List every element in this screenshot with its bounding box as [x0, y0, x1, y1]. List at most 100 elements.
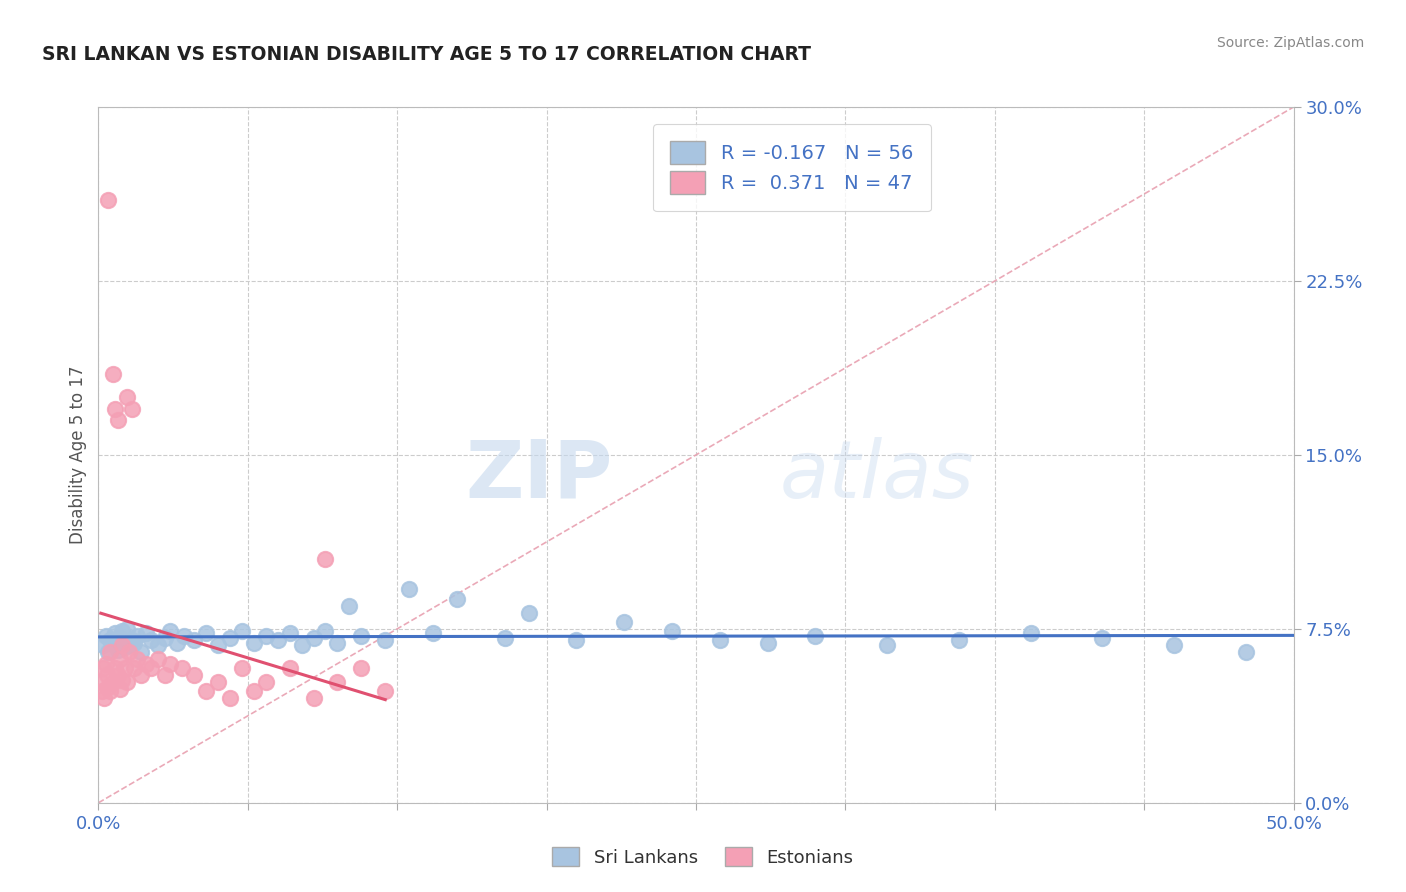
- Point: [172, 661, 194, 675]
- Point: [278, 626, 301, 640]
- Point: [124, 661, 146, 675]
- Point: [131, 668, 153, 682]
- Point: [125, 629, 148, 643]
- Point: [494, 631, 516, 645]
- Point: [219, 691, 242, 706]
- Point: [101, 675, 124, 690]
- Point: [107, 413, 129, 427]
- Point: [121, 401, 143, 416]
- Point: [91, 638, 114, 652]
- Text: atlas: atlas: [779, 437, 974, 515]
- Point: [124, 636, 146, 650]
- Point: [1091, 631, 1114, 645]
- Point: [148, 638, 170, 652]
- Point: [183, 668, 205, 682]
- Point: [101, 636, 124, 650]
- Point: [315, 552, 337, 566]
- Point: [104, 626, 127, 640]
- Point: [374, 684, 396, 698]
- Legend: R = -0.167   N = 56, R =  0.371   N = 47: R = -0.167 N = 56, R = 0.371 N = 47: [652, 124, 931, 211]
- Point: [115, 675, 138, 690]
- Point: [267, 633, 290, 648]
- Point: [97, 193, 120, 207]
- Point: [326, 675, 349, 690]
- Point: [422, 626, 444, 640]
- Point: [1163, 638, 1185, 652]
- Point: [446, 591, 468, 606]
- Legend: Sri Lankans, Estonians: Sri Lankans, Estonians: [546, 840, 860, 874]
- Point: [876, 638, 898, 652]
- Text: SRI LANKAN VS ESTONIAN DISABILITY AGE 5 TO 17 CORRELATION CHART: SRI LANKAN VS ESTONIAN DISABILITY AGE 5 …: [42, 45, 811, 63]
- Point: [125, 652, 148, 666]
- Point: [374, 633, 396, 648]
- Point: [90, 675, 112, 690]
- Point: [219, 631, 242, 645]
- Point: [350, 661, 373, 675]
- Point: [114, 640, 136, 655]
- Point: [517, 606, 540, 620]
- Point: [1019, 626, 1042, 640]
- Point: [350, 629, 373, 643]
- Point: [111, 673, 134, 687]
- Point: [709, 633, 731, 648]
- Point: [565, 633, 588, 648]
- Point: [302, 631, 325, 645]
- Point: [756, 636, 779, 650]
- Point: [183, 633, 205, 648]
- Point: [291, 638, 314, 652]
- Point: [107, 642, 129, 657]
- Point: [139, 633, 162, 648]
- Point: [108, 631, 131, 645]
- Point: [98, 645, 122, 659]
- Point: [302, 691, 325, 706]
- Point: [254, 675, 277, 690]
- Point: [155, 631, 177, 645]
- Point: [254, 629, 277, 643]
- Point: [159, 624, 181, 639]
- Point: [315, 624, 337, 639]
- Point: [118, 645, 141, 659]
- Point: [398, 582, 420, 597]
- Point: [93, 691, 115, 706]
- Point: [195, 626, 218, 640]
- Point: [91, 684, 114, 698]
- Point: [97, 680, 120, 694]
- Point: [131, 645, 153, 659]
- Point: [115, 622, 138, 636]
- Point: [278, 661, 301, 675]
- Point: [243, 636, 266, 650]
- Point: [96, 668, 118, 682]
- Point: [948, 633, 970, 648]
- Point: [98, 684, 122, 698]
- Point: [195, 684, 218, 698]
- Point: [115, 390, 138, 404]
- Point: [94, 657, 117, 671]
- Point: [111, 624, 134, 639]
- Text: ZIP: ZIP: [465, 437, 613, 515]
- Point: [1234, 645, 1257, 659]
- Point: [139, 661, 162, 675]
- Point: [104, 401, 127, 416]
- Point: [207, 675, 229, 690]
- Point: [207, 638, 229, 652]
- Point: [231, 624, 253, 639]
- Point: [98, 633, 122, 648]
- Point: [155, 668, 177, 682]
- Point: [613, 615, 636, 629]
- Point: [326, 636, 349, 650]
- Y-axis label: Disability Age 5 to 17: Disability Age 5 to 17: [69, 366, 87, 544]
- Point: [97, 645, 120, 659]
- Point: [118, 638, 141, 652]
- Text: Source: ZipAtlas.com: Source: ZipAtlas.com: [1216, 36, 1364, 50]
- Point: [148, 652, 170, 666]
- Point: [101, 367, 124, 381]
- Point: [104, 661, 127, 675]
- Point: [108, 652, 131, 666]
- Point: [339, 599, 361, 613]
- Point: [243, 684, 266, 698]
- Point: [121, 633, 143, 648]
- Point: [114, 661, 136, 675]
- Point: [231, 661, 253, 675]
- Point: [661, 624, 683, 639]
- Point: [108, 682, 131, 697]
